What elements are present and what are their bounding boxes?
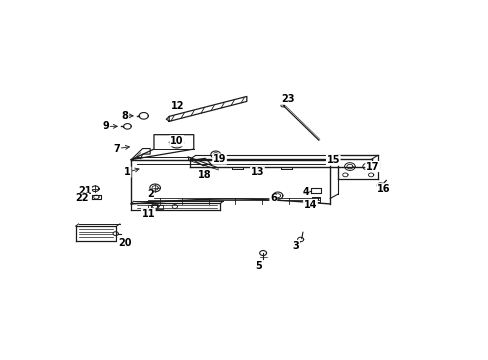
Text: 20: 20 [118, 238, 131, 248]
Text: 6: 6 [269, 193, 276, 203]
Text: 14: 14 [303, 199, 317, 210]
Text: 10: 10 [170, 136, 183, 146]
Text: 1: 1 [124, 167, 131, 177]
Text: 8: 8 [121, 111, 128, 121]
Text: 9: 9 [102, 121, 109, 131]
Text: 13: 13 [250, 167, 264, 177]
Text: 21: 21 [78, 186, 91, 196]
Text: 19: 19 [212, 154, 226, 164]
Text: 3: 3 [292, 240, 299, 251]
Text: 2: 2 [146, 189, 153, 199]
Text: 11: 11 [141, 209, 155, 219]
Text: 17: 17 [365, 162, 379, 172]
Text: 23: 23 [281, 94, 294, 104]
Text: 18: 18 [197, 170, 211, 180]
Text: 16: 16 [376, 184, 390, 194]
Text: 12: 12 [171, 100, 184, 111]
Text: 4: 4 [302, 186, 308, 197]
Text: 22: 22 [75, 193, 88, 203]
Text: 5: 5 [254, 261, 261, 271]
Text: 15: 15 [326, 155, 339, 165]
Text: 7: 7 [114, 144, 121, 153]
